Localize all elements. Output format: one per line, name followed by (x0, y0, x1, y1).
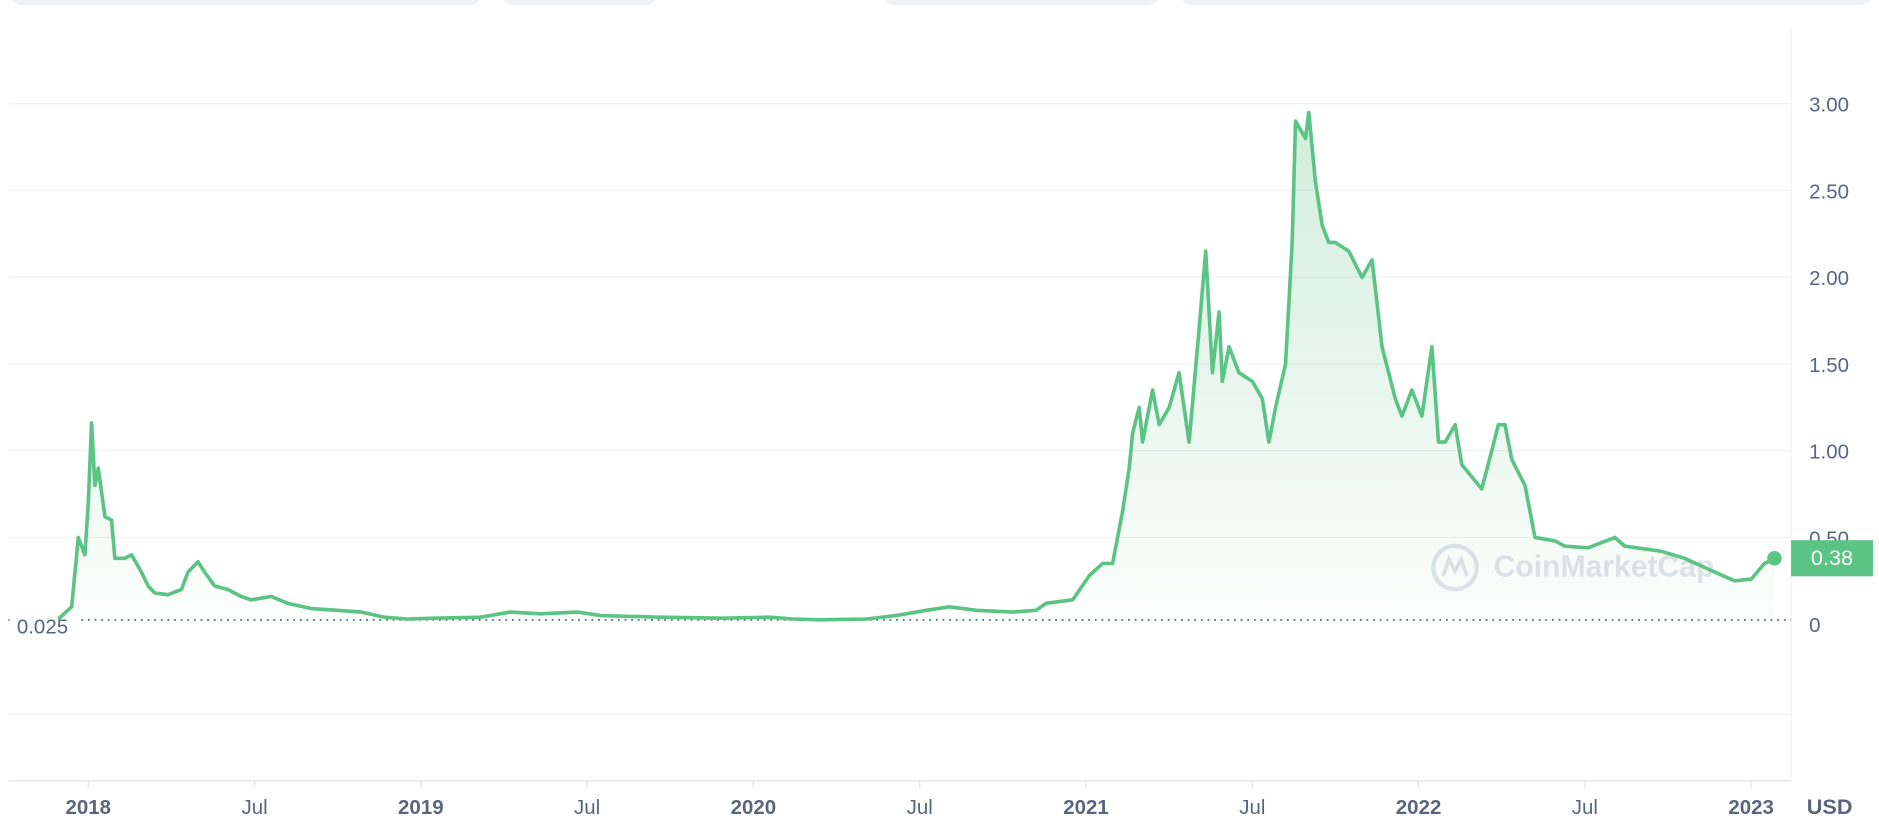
toolbar-tab[interactable] (501, 0, 658, 6)
x-tick-label: 2023 (1728, 796, 1774, 819)
y-tick-label: 0 (1809, 614, 1820, 637)
toolbar-tab[interactable] (1180, 0, 1873, 6)
x-tick-label: Jul (241, 796, 267, 819)
x-tick-label: 2021 (1063, 796, 1109, 819)
x-tick-label: Jul (1239, 796, 1265, 819)
x-tick-label: 2018 (65, 796, 111, 819)
y-tick-label: 3.00 (1809, 94, 1849, 117)
current-point (1767, 551, 1782, 566)
x-tick-label: 2022 (1396, 796, 1442, 819)
current-price-label: 0.38 (1811, 545, 1853, 570)
y-tick-label: 2.00 (1809, 267, 1849, 290)
toolbar-tab[interactable] (883, 0, 1160, 6)
baseline-label: 0.025 (17, 616, 68, 639)
x-tick-label: Jul (1572, 796, 1598, 819)
y-tick-label: 1.50 (1809, 354, 1849, 377)
x-tick-label: 2020 (731, 796, 777, 819)
currency-label: USD (1807, 794, 1853, 819)
toolbar-tab[interactable] (10, 0, 482, 6)
x-tick-label: Jul (907, 796, 933, 819)
current-price-tag (1791, 540, 1873, 577)
y-tick-label: 2.50 (1809, 180, 1849, 203)
x-tick-label: 2019 (398, 796, 444, 819)
price-line (57, 110, 1776, 622)
x-tick-label: Jul (574, 796, 600, 819)
price-area (58, 112, 1775, 625)
y-tick-label: 1.00 (1809, 441, 1849, 464)
